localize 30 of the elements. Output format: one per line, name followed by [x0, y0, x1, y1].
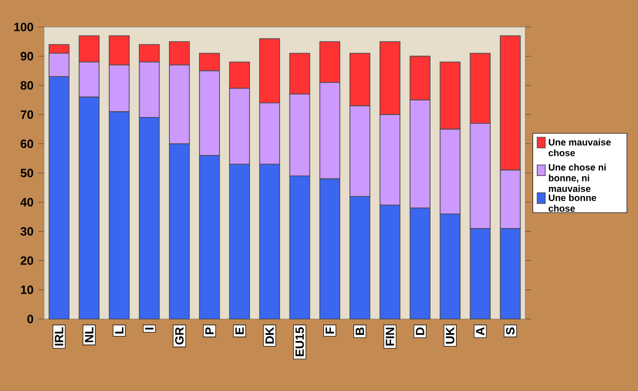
y-tick-label: 40	[20, 198, 34, 206]
y-tick-label: 60	[20, 140, 34, 148]
x-tick-label: S	[506, 327, 515, 335]
y-tick-label: 70	[20, 110, 34, 119]
x-tick-label: B	[356, 327, 364, 335]
y-tick-label: 90	[20, 52, 34, 60]
x-tick-label: NL	[85, 327, 94, 342]
x-tick-label: GR	[175, 327, 184, 344]
y-tick-label: 10	[21, 286, 34, 294]
x-tick-label: L	[115, 327, 124, 334]
x-tick-label: I	[145, 328, 154, 330]
x-tick-label: UK	[446, 327, 454, 344]
legend-label: Une mauvaise chose	[548, 138, 611, 156]
x-tick-label: DK	[266, 327, 274, 344]
x-tick-label: IRL	[54, 327, 64, 346]
legend-label: Une bonne chose	[548, 194, 596, 212]
y-tick-label: 50	[20, 168, 34, 178]
x-tick-label: D	[416, 327, 424, 335]
x-tick-label: E	[235, 327, 244, 334]
x-tick-label: F	[326, 327, 334, 334]
x-tick-label: P	[205, 327, 214, 334]
y-tick-label: 100	[14, 22, 34, 32]
x-tick-label: FIN	[386, 328, 394, 346]
x-tick-label: A	[476, 327, 484, 336]
y-tick-label: 0	[27, 314, 34, 324]
y-tick-label: 80	[20, 81, 34, 90]
x-tick-label: EU15	[296, 327, 304, 356]
legend-label: Une chose ni bonne, ni mauvaise	[548, 164, 606, 192]
y-tick-label: 20	[20, 256, 34, 265]
y-tick-label: 30	[20, 227, 34, 236]
